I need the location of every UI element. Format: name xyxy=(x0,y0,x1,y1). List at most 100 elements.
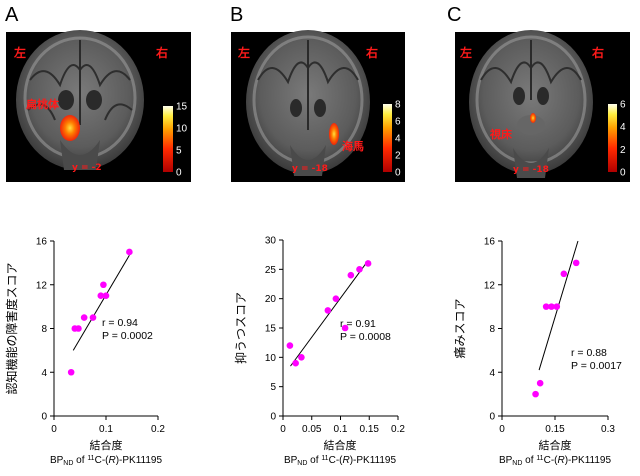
colorbar-tick-label: 0 xyxy=(620,168,626,179)
slice-label: y = -18 xyxy=(292,164,328,174)
x-axis-sublabel: BPND of 11C-(R)-PK11195 xyxy=(50,455,163,467)
y-tick-label: 4 xyxy=(41,368,47,379)
data-point xyxy=(542,303,550,310)
x-axis-label: 結合度 xyxy=(539,438,572,452)
scatter-chart-b: 0 5 10 15 20 25 30 0 0.05 0.1 0.15 0.2 r = 0.91P = 0… xyxy=(233,236,405,468)
x-tick-label: 0.1 xyxy=(99,424,113,435)
colorbar-tick-label: 5 xyxy=(176,146,182,157)
y-tick-label: 0 xyxy=(489,412,495,423)
panel-letter-c: C xyxy=(447,4,462,26)
colorbar-tick-label: 4 xyxy=(395,134,401,145)
p-value: P = 0.0008 xyxy=(340,331,391,343)
data-point xyxy=(560,270,568,278)
y-tick-label: 30 xyxy=(265,236,277,247)
brain-slice xyxy=(469,30,593,178)
p-value: P = 0.0002 xyxy=(102,330,153,342)
x-tick-label: 0 xyxy=(280,424,286,435)
scatter-chart-a: 0 4 8 12 16 0 0.1 0.2 r = 0.94P = 0.0002 認知機能の障害度… xyxy=(4,237,165,468)
p-value: P = 0.0017 xyxy=(571,360,622,372)
right-label: 右 xyxy=(155,45,168,60)
colorbar-tick-label: 6 xyxy=(395,117,401,128)
r-value: r = 0.91 xyxy=(340,318,376,330)
brain-slice xyxy=(16,30,144,170)
left-label: 左 xyxy=(237,45,250,60)
mri-panel-b: 左 右 海馬 y = -18 8 6 4 2 0 xyxy=(231,30,405,182)
y-tick-label: 25 xyxy=(265,265,277,276)
x-axis-sublabel: BPND of 11C-(R)-PK11195 xyxy=(284,455,397,467)
mri-panel-c: 左 右 視床 y = -18 6 4 2 0 xyxy=(455,30,630,182)
x-tick-label: 0.2 xyxy=(151,424,165,435)
data-point xyxy=(364,260,372,267)
x-tick-label: 0.15 xyxy=(545,424,565,435)
regression-line xyxy=(72,254,130,351)
brain-slice xyxy=(246,30,370,176)
data-point xyxy=(67,368,75,376)
colorbar-tick-label: 6 xyxy=(620,100,626,111)
data-point xyxy=(553,303,561,310)
panel-letter-b: B xyxy=(230,4,244,26)
data-point xyxy=(347,271,355,279)
data-point xyxy=(80,314,88,321)
panel-letter-a: A xyxy=(5,4,19,26)
y-tick-label: 0 xyxy=(41,412,47,423)
data-point xyxy=(102,292,110,299)
colorbar-tick-label: 15 xyxy=(176,102,188,113)
y-tick-label: 8 xyxy=(41,324,47,335)
r-value: r = 0.94 xyxy=(102,317,138,329)
colorbar-tick-label: 2 xyxy=(395,151,401,162)
colorbar-tick-label: 0 xyxy=(395,168,401,179)
x-tick-label: 0.3 xyxy=(601,424,615,435)
y-tick-label: 4 xyxy=(489,368,495,379)
data-point xyxy=(75,325,82,332)
x-tick-label: 0.1 xyxy=(334,424,348,435)
y-axis-label: 痛みスコア xyxy=(452,298,467,358)
r-value: r = 0.88 xyxy=(571,347,607,359)
y-tick-label: 12 xyxy=(484,280,496,291)
colorbar xyxy=(163,106,173,172)
y-axis-label: 抑うつスコア xyxy=(233,292,248,364)
data-point xyxy=(536,379,544,387)
x-tick-label: 0.15 xyxy=(360,424,380,435)
left-label: 左 xyxy=(459,45,472,60)
y-tick-label: 16 xyxy=(36,237,48,248)
activation-blob xyxy=(530,113,536,123)
colorbar-ticks: 15 10 5 0 xyxy=(176,102,188,179)
x-axis-sublabel: BPND of 11C-(R)-PK11195 xyxy=(499,455,612,467)
data-point xyxy=(324,307,332,314)
colorbar-tick-label: 8 xyxy=(395,100,401,111)
x-tick-label: 0 xyxy=(51,424,57,435)
colorbar xyxy=(383,104,392,172)
y-axis-label: 認知機能の障害度スコア xyxy=(4,262,19,394)
scatter-chart-c: 0 4 8 12 16 0 0.15 0.3 r = 0.88P = 0.0017 痛みスコア結合… xyxy=(452,237,622,468)
colorbar-tick-label: 10 xyxy=(176,124,188,135)
data-point xyxy=(286,342,294,349)
right-label: 右 xyxy=(365,45,378,60)
data-point xyxy=(97,292,105,299)
data-point xyxy=(292,359,299,367)
right-label: 右 xyxy=(591,45,604,60)
y-tick-label: 12 xyxy=(36,280,48,291)
data-point xyxy=(332,295,340,302)
y-tick-label: 0 xyxy=(270,412,276,423)
data-point xyxy=(298,354,305,361)
colorbar xyxy=(608,104,617,172)
data-point xyxy=(548,303,555,310)
region-label: 海馬 xyxy=(342,139,364,153)
y-tick-label: 8 xyxy=(489,324,495,335)
x-tick-label: 0.05 xyxy=(302,424,322,435)
data-point xyxy=(100,281,107,289)
x-axis-label: 結合度 xyxy=(324,438,357,452)
slice-label: y = -2 xyxy=(72,163,102,173)
left-label: 左 xyxy=(13,45,26,60)
x-tick-label: 0 xyxy=(499,424,505,435)
data-point xyxy=(572,259,580,267)
activation-blob xyxy=(329,123,339,145)
colorbar-tick-label: 4 xyxy=(620,122,626,133)
data-point xyxy=(126,248,133,256)
x-axis-label: 結合度 xyxy=(90,438,123,452)
y-tick-label: 15 xyxy=(265,324,277,335)
colorbar-ticks: 8 6 4 2 0 xyxy=(395,100,401,179)
y-tick-label: 16 xyxy=(484,237,496,248)
region-label: 扁桃体 xyxy=(26,97,60,111)
